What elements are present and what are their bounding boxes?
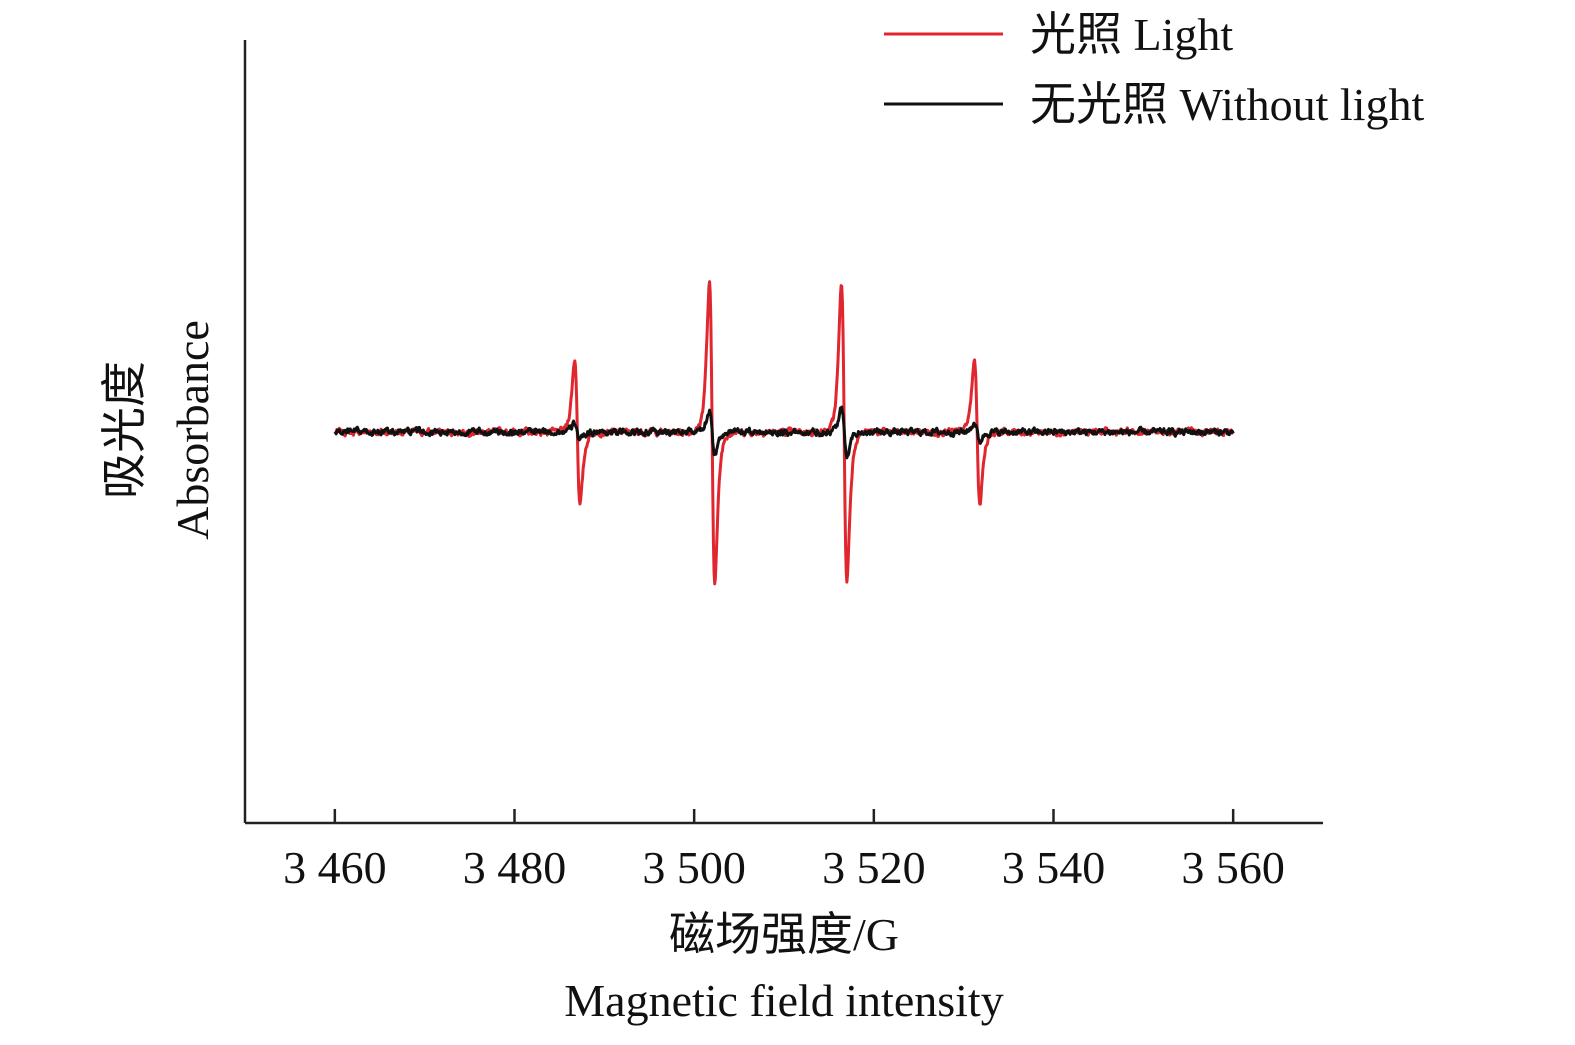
x-tick-label: 3 520 bbox=[822, 842, 926, 893]
legend-label-without-light: 无光照 Without light bbox=[1030, 79, 1424, 130]
x-axis-label-cn: 磁场强度/G bbox=[669, 909, 899, 960]
x-ticks: 3 460 3 480 3 500 3 520 3 540 3 560 bbox=[283, 809, 1285, 893]
x-axis-label-en: Magnetic field intensity bbox=[564, 975, 1003, 1026]
x-tick-label: 3 500 bbox=[642, 842, 746, 893]
x-tick-label: 3 540 bbox=[1002, 842, 1106, 893]
y-axis-label-cn: 吸光度 bbox=[99, 361, 150, 499]
legend: 光照 Light 无光照 Without light bbox=[884, 9, 1424, 130]
legend-label-light: 光照 Light bbox=[1030, 9, 1233, 60]
series-layer bbox=[333, 280, 1235, 586]
y-axis-label-en: Absorbance bbox=[167, 320, 218, 540]
x-tick-label: 3 460 bbox=[283, 842, 387, 893]
x-tick-label: 3 560 bbox=[1181, 842, 1285, 893]
x-tick-label: 3 480 bbox=[463, 842, 567, 893]
series-line-without-light bbox=[333, 405, 1235, 460]
